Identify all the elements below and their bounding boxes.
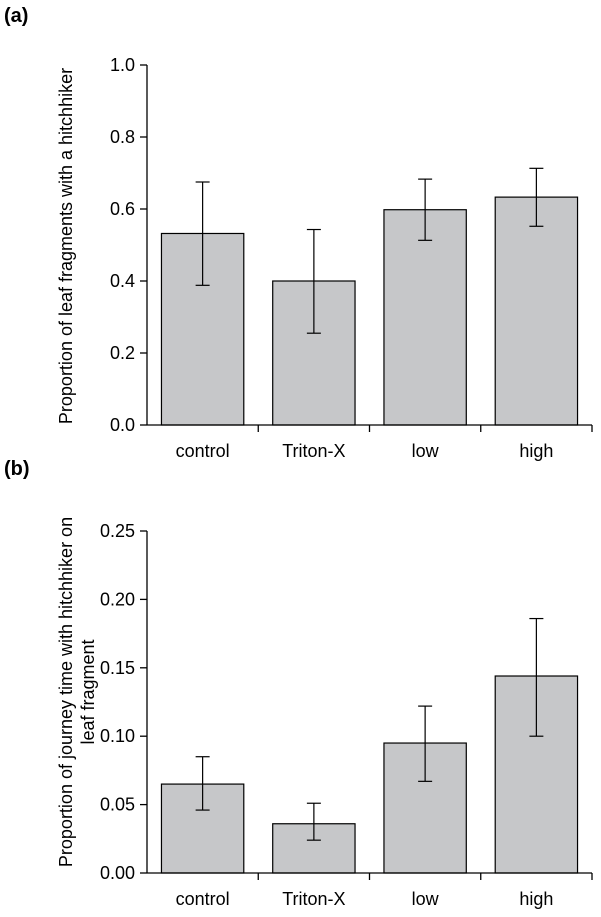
a-category-label-1: Triton-X (282, 441, 345, 461)
a-bar-3 (494, 196, 579, 426)
b-category-label-3: high (519, 889, 553, 909)
b-y-tick-label: 0.05 (100, 795, 135, 815)
b-y-tick-label: 0.10 (100, 726, 135, 746)
a-y-tick-label: 0.2 (110, 343, 135, 363)
b-category-label-1: Triton-X (282, 889, 345, 909)
a-y-tick-label: 0.8 (110, 127, 135, 147)
b-category-label-0: control (176, 889, 230, 909)
b-y-tick-label: 0.20 (100, 589, 135, 609)
a-bar-2 (383, 209, 467, 426)
panel-b-label: (b) (4, 458, 30, 480)
b-y-tick-label: 0.15 (100, 658, 135, 678)
panel-b-y-axis-label-line1: Proportion of journey time with hitchhik… (56, 517, 76, 867)
a-y-tick-label: 0.0 (110, 415, 135, 435)
panel-a-y-axis-label: Proportion of leaf fragments with a hitc… (56, 68, 76, 424)
a-category-label-3: high (519, 441, 553, 461)
a-y-tick-label: 0.6 (110, 199, 135, 219)
a-category-label-0: control (176, 441, 230, 461)
a-y-tick-label: 0.4 (110, 271, 135, 291)
a-y-tick-label: 1.0 (110, 55, 135, 75)
b-category-label-2: low (412, 889, 440, 909)
panel-a-chart: (a) Proportion of leaf fragments with a … (4, 5, 593, 461)
panel-a-label: (a) (4, 5, 28, 27)
b-y-tick-label: 0.00 (100, 863, 135, 883)
panel-b-chart: (b) Proportion of journey time with hitc… (4, 458, 593, 909)
a-category-label-2: low (412, 441, 440, 461)
b-y-tick-label: 0.25 (100, 521, 135, 541)
panel-b-y-axis-label-line2: leaf fragment (78, 639, 98, 744)
